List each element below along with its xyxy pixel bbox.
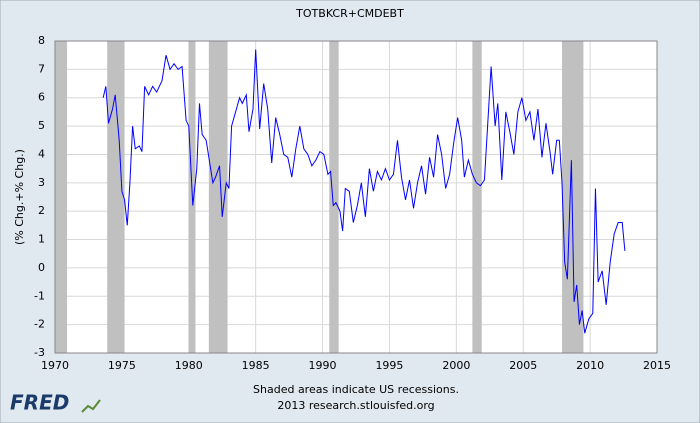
x-tick-label: 1985	[242, 359, 270, 372]
x-tick-label: 2000	[442, 359, 470, 372]
source: 2013 research.stlouisfed.org	[277, 399, 434, 412]
recession-band	[208, 41, 228, 353]
recession-band	[55, 41, 68, 353]
y-tick-label: -2	[34, 318, 45, 331]
y-tick-label: 3	[38, 176, 45, 189]
y-tick-label: 4	[38, 147, 45, 160]
y-tick-label: 2	[38, 204, 45, 217]
x-tick-label: 1980	[175, 359, 203, 372]
x-tick-label: 1970	[41, 359, 69, 372]
recession-band	[329, 41, 339, 353]
y-axis-label: (% Chg.+% Chg.)	[13, 149, 26, 245]
y-tick-label: 5	[38, 119, 45, 132]
y-tick-label: -1	[34, 289, 45, 302]
x-tick-label: 1990	[309, 359, 337, 372]
recession-band	[107, 41, 125, 353]
recession-note: Shaded areas indicate US recessions.	[253, 383, 459, 396]
x-tick-label: 1995	[375, 359, 403, 372]
plot-area	[55, 41, 657, 353]
x-tick-label: 2005	[509, 359, 537, 372]
chart-title: TOTBKCR+CMDEBT	[295, 7, 404, 20]
y-tick-label: 8	[38, 34, 45, 47]
x-tick-label: 2015	[643, 359, 671, 372]
y-tick-label: 0	[38, 261, 45, 274]
data-line	[102, 49, 626, 334]
plot-layer	[54, 40, 658, 354]
x-tick-label: 1975	[108, 359, 136, 372]
x-tick-label: 2010	[576, 359, 604, 372]
logo-icon	[81, 399, 101, 413]
y-tick-label: 1	[38, 233, 45, 246]
recession-band	[562, 41, 584, 353]
logo: FRED	[10, 391, 69, 415]
y-tick-label: 7	[38, 62, 45, 75]
y-tick-label: 6	[38, 91, 45, 104]
recession-band	[472, 41, 482, 353]
y-tick-label: -3	[34, 346, 45, 359]
plot-border	[54, 40, 658, 354]
